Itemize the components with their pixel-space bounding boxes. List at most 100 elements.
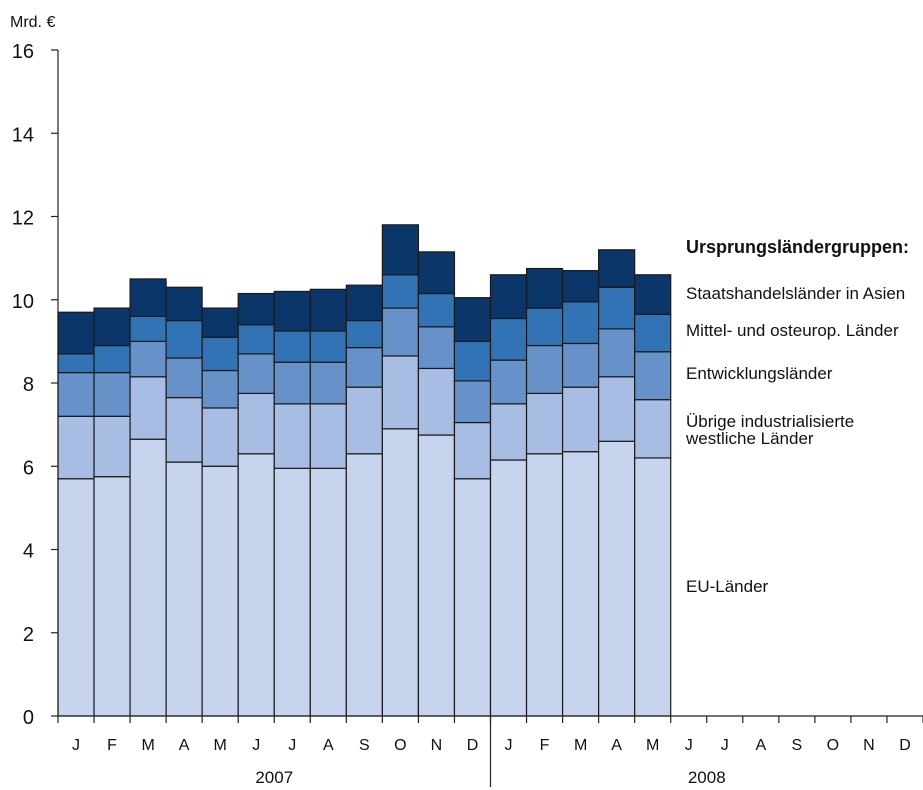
legend-title: Ursprungsländergruppen: xyxy=(686,237,910,257)
bar-segment xyxy=(93,415,131,478)
bar-segment xyxy=(489,459,528,717)
bar-segment xyxy=(453,297,492,342)
bar-segment xyxy=(598,328,636,378)
bar-segment xyxy=(453,380,492,424)
axes-layer xyxy=(51,49,923,787)
bar-segment xyxy=(93,371,131,417)
x-tick-label: M xyxy=(646,737,659,754)
bar-segment xyxy=(598,440,636,717)
bar-segment xyxy=(201,369,239,409)
bar-segment xyxy=(381,224,420,276)
bar-segment xyxy=(165,396,203,463)
bar-segment xyxy=(201,336,239,372)
bar-segment xyxy=(417,251,456,295)
bar-segment xyxy=(237,292,275,326)
bar-segment xyxy=(525,392,564,455)
bar-segment xyxy=(237,453,275,717)
legend-item-entwicklungslaender: Entwicklungsländer xyxy=(686,364,833,383)
y-tick-label: 8 xyxy=(23,374,34,396)
bar-segment xyxy=(417,367,456,436)
x-tick-label: A xyxy=(323,737,334,754)
x-tick-label: J xyxy=(685,737,693,754)
x-tick-label: A xyxy=(755,737,766,754)
legend-item-staatshandelslaender-asien: Staatshandelsländer in Asien xyxy=(686,284,906,303)
bar-segment xyxy=(598,376,636,442)
bar-segment xyxy=(598,249,636,288)
bar-segment xyxy=(201,407,239,467)
x-tick-label: F xyxy=(540,737,550,754)
x-tick-label: J xyxy=(721,737,729,754)
bar-segment xyxy=(453,340,492,382)
bar-segment xyxy=(129,438,167,717)
bar-segment xyxy=(129,376,167,440)
bar-segment xyxy=(237,392,275,455)
bar-segment xyxy=(237,324,275,355)
x-tick-label: N xyxy=(431,737,443,754)
bar-segment xyxy=(381,307,420,357)
bar-segment xyxy=(273,330,311,363)
x-tick-label: F xyxy=(107,737,117,754)
x-tick-label: J xyxy=(288,737,296,754)
bar-segment xyxy=(201,307,239,338)
bar-segment xyxy=(345,284,383,322)
bar-segment xyxy=(165,286,203,322)
bar-segment xyxy=(237,353,275,395)
bar-segment xyxy=(489,359,528,405)
bar-segment xyxy=(309,467,347,717)
bar-segment xyxy=(273,361,311,405)
y-tick-label: 4 xyxy=(23,541,34,563)
x-tick-label: J xyxy=(72,737,80,754)
bar-segment xyxy=(273,467,311,717)
bar-segment xyxy=(417,326,456,370)
x-tick-label: D xyxy=(467,737,479,754)
x-tick-label: O xyxy=(827,737,839,754)
bar-segment xyxy=(525,307,564,347)
bar-segment xyxy=(93,307,131,347)
bar-segment xyxy=(129,315,167,342)
x-tick-label: J xyxy=(505,737,513,754)
x-tick-label: A xyxy=(179,737,190,754)
bar-segment xyxy=(309,288,347,332)
bar-segment xyxy=(57,353,95,374)
bar-segment xyxy=(345,319,383,349)
bar-segment xyxy=(561,386,600,453)
x-tick-label: M xyxy=(214,737,227,754)
y-tick-label: 2 xyxy=(23,624,34,646)
y-axis-unit-label: Mrd. € xyxy=(10,14,56,31)
bar-segment xyxy=(417,292,456,328)
x-tick-label: D xyxy=(899,737,911,754)
year-label: 2007 xyxy=(255,768,293,787)
bar-segment xyxy=(525,453,564,717)
x-tick-label: A xyxy=(611,737,622,754)
labels-layer: 0 2 4 6 8 10 12 14 16 J F M A M J J A S O N D J F M A M J J A S O N D 200… xyxy=(12,41,911,787)
legend-item-uebrige-industrialisierte-laender: Übrige industrialisierte westliche Lände… xyxy=(686,412,855,448)
legend-item-eu-laender: EU-Länder xyxy=(686,577,769,596)
bar-segment xyxy=(634,313,672,353)
bar-segment xyxy=(57,478,95,717)
y-tick-label: 12 xyxy=(12,208,34,230)
y-tick-label: 10 xyxy=(12,291,34,313)
bar-segment xyxy=(345,347,383,388)
year-label: 2008 xyxy=(688,768,726,787)
bar-segment xyxy=(165,319,203,359)
bar-segment xyxy=(273,290,311,332)
bar-segment xyxy=(309,403,347,469)
bar-segment xyxy=(634,274,672,315)
bar-segment xyxy=(273,403,311,469)
x-tick-label: S xyxy=(792,737,803,754)
bar-segment xyxy=(453,421,492,480)
bar-segment xyxy=(561,342,600,388)
bar-segment xyxy=(381,428,420,717)
bar-segment xyxy=(598,286,636,330)
bar-segment xyxy=(561,270,600,303)
x-tick-label: M xyxy=(141,737,154,754)
bar-segment xyxy=(57,371,95,417)
y-tick-label: 0 xyxy=(23,707,34,729)
y-tick-label: 14 xyxy=(12,124,34,146)
legend-item-mittel-osteurop-laender: Mittel- und osteurop. Länder xyxy=(686,321,899,340)
x-tick-label: N xyxy=(863,737,875,754)
bar-segment xyxy=(489,274,528,320)
x-tick-label: J xyxy=(252,737,260,754)
